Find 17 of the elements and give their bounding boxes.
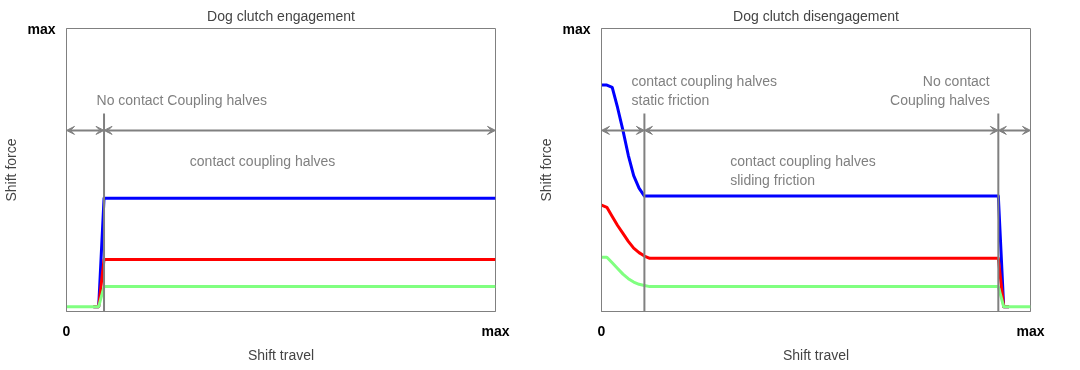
x-tick-label: max	[1016, 322, 1045, 339]
annotation: No contact Coupling halves	[890, 72, 990, 108]
x-tick-label: 0	[597, 322, 606, 339]
x-axis-title: Shift travel	[782, 346, 850, 363]
text: contact coupling halves	[189, 153, 336, 170]
annotation: contact coupling halves sliding friction	[730, 153, 876, 189]
x-tick-label: 0	[62, 322, 71, 339]
text: max	[27, 20, 56, 37]
y-axis-title: Shift force	[538, 138, 555, 202]
x-tick-label: max	[481, 322, 510, 339]
chart-title: Dog clutch disengagement	[733, 7, 899, 24]
y-axis-title: Shift force	[3, 138, 20, 202]
text: max	[562, 20, 591, 37]
text: No contact Coupling halves	[96, 91, 267, 108]
annotation: contact coupling halves static friction	[631, 72, 778, 108]
x-axis-title: Shift travel	[247, 346, 315, 363]
chart-title: Dog clutch engagement	[207, 7, 356, 24]
